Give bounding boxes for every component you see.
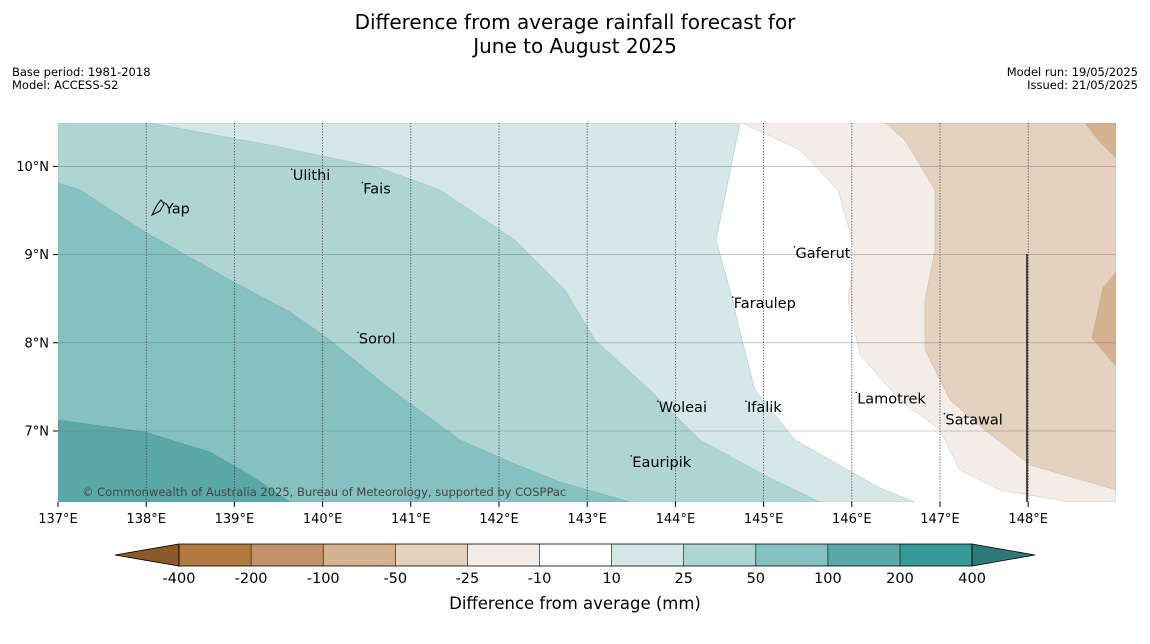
- latitude-ticks: 10°N 9°N 8°N 7°N: [16, 160, 58, 440]
- model-run-text: Model run: 19/05/2025: [1006, 65, 1138, 79]
- colorbar-under-arrow: [114, 543, 180, 567]
- colorbar-tick-label: -200: [235, 571, 268, 587]
- place-label-fais: Fais: [363, 181, 390, 197]
- colorbar-tick-label: -400: [163, 571, 196, 587]
- longitude-ticks: 137°E 138°E 139°E 140°E 141°E 142°E 143°E 144°E…: [38, 502, 1048, 527]
- colorbar-tick-label: 100: [814, 571, 842, 587]
- colorbar-tick-label: 400: [958, 571, 986, 587]
- place-label-eauripik: Eauripik: [632, 455, 691, 471]
- place-marker: [855, 391, 858, 394]
- lon-tick-label: 141°E: [391, 512, 431, 527]
- colorbar-bin: [755, 544, 828, 566]
- lon-tick-label: 145°E: [744, 512, 784, 527]
- colorbar-tick-label: 25: [674, 571, 692, 587]
- yap-island-shape: [150, 199, 165, 217]
- lat-tick-label: 10°N: [16, 160, 49, 175]
- place-label-ifalik: Ifalik: [747, 400, 782, 416]
- lon-tick-label: 146°E: [832, 512, 872, 527]
- colorbar-tick-label: 50: [747, 571, 765, 587]
- place-label-yap: Yap: [164, 202, 190, 218]
- lon-tick-label: 140°E: [303, 512, 343, 527]
- place-marker: [656, 400, 659, 402]
- lon-tick-label: 147°E: [920, 512, 960, 527]
- place-marker: [745, 400, 747, 402]
- place-label-satawal: Satawal: [945, 413, 1002, 429]
- copyright-text: © Commonwealth of Australia 2025, Bureau…: [82, 485, 566, 499]
- colorbar-tick-label: -10: [528, 571, 552, 587]
- colorbar-label: Difference from average (mm): [449, 594, 701, 613]
- place-marker: [731, 296, 734, 298]
- lon-tick-label: 143°E: [567, 512, 607, 527]
- place-marker: [163, 201, 165, 204]
- colorbar-bin: [323, 544, 396, 566]
- colorbar-tick-label: 10: [602, 571, 620, 587]
- contour-layer: [58, 123, 1116, 502]
- colorbar-bin: [179, 544, 252, 566]
- place-marker: [630, 455, 633, 457]
- colorbar-tick-label: -100: [307, 571, 340, 587]
- contour-100-200: [58, 419, 291, 502]
- lat-tick-label: 7°N: [25, 425, 50, 440]
- base-period-text: Base period: 1981-2018: [12, 65, 151, 79]
- contour-50-100: [58, 182, 631, 502]
- place-marker: [290, 168, 293, 171]
- title-line-1: Difference from average rainfall forecas…: [354, 10, 796, 34]
- colorbar-over-arrow: [971, 543, 1036, 567]
- lon-tick-label: 139°E: [215, 512, 255, 527]
- place-marker: [361, 181, 364, 184]
- place-labels: Yap Ulithi Fais Gaferut Faraulep Sorol Lamotre…: [163, 168, 1003, 471]
- lon-tick-label: 137°E: [38, 512, 78, 527]
- colorbar-tick-label: 200: [886, 571, 914, 587]
- lat-tick-label: 9°N: [25, 248, 50, 263]
- meta-left: Base period: 1981-2018 Model: ACCESS-S2: [12, 66, 151, 92]
- colorbar-bin: [467, 544, 540, 566]
- colorbar-tick-label: -25: [456, 571, 480, 587]
- colorbar-bin: [683, 544, 756, 566]
- colorbar-bin: [539, 544, 612, 566]
- contour-neg50-neg25: [884, 123, 1116, 491]
- lon-tick-label: 144°E: [656, 512, 696, 527]
- issued-text: Issued: 21/05/2025: [1027, 78, 1138, 92]
- lat-tick-label: 8°N: [25, 336, 50, 351]
- place-label-woleai: Woleai: [659, 400, 707, 416]
- place-marker: [357, 331, 359, 334]
- colorbar-bin: [827, 544, 900, 566]
- place-label-ulithi: Ulithi: [293, 168, 331, 184]
- place-label-faraulep: Faraulep: [734, 296, 796, 312]
- colorbar-tick-label: -50: [383, 571, 407, 587]
- title-line-2: June to August 2025: [473, 34, 677, 58]
- gridlines: [58, 123, 1116, 502]
- place-label-gaferut: Gaferut: [795, 246, 850, 262]
- lon-tick-label: 148°E: [1008, 512, 1048, 527]
- model-text: Model: ACCESS-S2: [12, 78, 119, 92]
- colorbar-bin: [900, 544, 973, 566]
- place-marker: [943, 412, 946, 415]
- chart-title: Difference from average rainfall forecas…: [0, 10, 1150, 58]
- meta-right: Model run: 19/05/2025 Issued: 21/05/2025: [1007, 66, 1138, 92]
- contour-neg100-neg50: [1084, 123, 1116, 159]
- place-marker: [793, 246, 796, 248]
- colorbar-bin: [395, 544, 468, 566]
- colorbar: -400 -200 -100 -50 -25 -10 10 25 50 100 200 400: [114, 543, 1036, 587]
- place-label-sorol: Sorol: [359, 331, 396, 347]
- lon-tick-label: 142°E: [479, 512, 519, 527]
- colorbar-bin: [251, 544, 324, 566]
- place-label-lamotrek: Lamotrek: [857, 391, 926, 407]
- lon-tick-label: 138°E: [126, 512, 166, 527]
- colorbar-bin: [611, 544, 684, 566]
